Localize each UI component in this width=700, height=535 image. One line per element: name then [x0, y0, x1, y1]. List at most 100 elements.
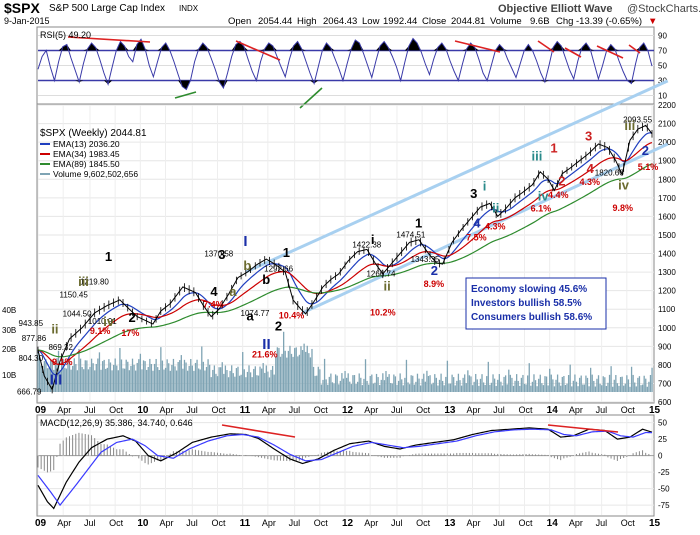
- price-annotation: 1219.80: [80, 278, 109, 287]
- volume-bar: [498, 374, 500, 392]
- x-tick-label: Jul: [596, 518, 608, 528]
- volume-bar: [454, 385, 456, 392]
- volume-bar: [221, 362, 223, 392]
- volume-bar: [560, 385, 562, 392]
- volume-bar: [545, 376, 548, 392]
- volume-bar: [471, 385, 474, 392]
- wave-label: 4: [473, 216, 481, 231]
- wave-label: ii: [51, 321, 58, 336]
- volume-bar: [287, 350, 290, 392]
- volume-bar: [347, 373, 349, 392]
- x-tick-label: Jul: [186, 405, 198, 415]
- volume-bar: [621, 376, 623, 392]
- volume-bar: [127, 361, 129, 392]
- price-tick-label: 2200: [658, 101, 676, 110]
- x-tick-label: Oct: [621, 518, 636, 528]
- volume-bar: [418, 378, 420, 392]
- volume-bar: [467, 370, 469, 392]
- volume-bar: [451, 374, 453, 392]
- volume-bar: [638, 376, 641, 392]
- price-annotations: 943.85877.86804.30666.79869.321150.45121…: [17, 116, 653, 397]
- volume-bar: [556, 374, 559, 392]
- volume-bar: [578, 377, 581, 392]
- volume-bar: [567, 375, 570, 392]
- volume-bar: [226, 370, 228, 392]
- x-tick-label: Apr: [569, 405, 583, 415]
- volume-bar: [180, 355, 182, 392]
- volume-bar: [242, 352, 244, 392]
- volume-bar: [166, 359, 168, 392]
- volume-bar: [238, 375, 241, 392]
- x-tick-label: Oct: [109, 518, 124, 528]
- rsi-series: [37, 36, 653, 109]
- volume-bar: [627, 379, 630, 392]
- volume-bar: [268, 377, 271, 392]
- x-tick-label: 13: [444, 405, 456, 416]
- volume-bar: [390, 383, 392, 392]
- volume-bar: [105, 368, 107, 392]
- volume-bar: [440, 373, 442, 392]
- macd-grid: -75 -50 -25 0 25 50: [37, 416, 670, 515]
- volume-bar: [175, 370, 178, 392]
- percent-label: 21.6%: [252, 349, 278, 359]
- volume-bar: [336, 375, 338, 392]
- volume-bar: [150, 364, 153, 392]
- volume-bar: [586, 377, 589, 392]
- volume-bar: [281, 353, 283, 392]
- volume-bar: [408, 384, 411, 392]
- volume-bar: [468, 375, 471, 392]
- rsi-tick-label: 10: [658, 92, 667, 101]
- volume-bar: [256, 375, 258, 392]
- price-annotation: 1074.77: [241, 309, 270, 318]
- volume-bar: [503, 376, 505, 392]
- volume-bar: [179, 360, 181, 392]
- volume-bar: [303, 343, 305, 392]
- volume-bar: [563, 375, 565, 392]
- volume-bar: [583, 384, 586, 392]
- volume-bar: [574, 374, 576, 392]
- rsi-divergence-line: [174, 91, 197, 99]
- volume-bar: [445, 376, 447, 392]
- volume-bar: [372, 383, 375, 392]
- price-annotation: 2093.55: [623, 116, 652, 125]
- volume-bar: [615, 375, 617, 392]
- volume-bar: [643, 375, 645, 392]
- volume-bar: [298, 354, 301, 392]
- wave-label: iv: [103, 314, 115, 329]
- volume-bar: [623, 385, 625, 392]
- x-tick-label: Jul: [186, 518, 198, 528]
- volume-bars: [37, 331, 653, 392]
- volume-bar: [279, 356, 282, 392]
- macd-tick-label: -25: [658, 468, 670, 477]
- volume-tick-label: 40B: [2, 306, 16, 315]
- volume-bar: [100, 369, 102, 392]
- volume-bar: [478, 385, 480, 392]
- volume-bar: [410, 375, 412, 392]
- sentiment-line: Investors bullish 58.5%: [471, 298, 582, 309]
- volume-bar: [508, 369, 510, 392]
- wave-label: 1: [550, 140, 557, 155]
- x-tick-label: Jul: [391, 518, 403, 528]
- volume-bar: [108, 359, 110, 392]
- wave-label: iv: [618, 177, 630, 192]
- credit-brand: Objective Elliott Wave: [498, 3, 613, 15]
- volume-bar: [520, 377, 523, 392]
- ema13-line: [37, 132, 653, 376]
- price-series: [37, 122, 653, 394]
- wave-label: 1: [105, 249, 112, 264]
- volume-bar: [544, 376, 546, 392]
- volume-bar: [371, 374, 373, 392]
- wave-label: 1: [283, 245, 290, 260]
- volume-bar: [361, 385, 364, 392]
- volume-bar: [415, 381, 417, 392]
- volume-bar: [316, 375, 318, 392]
- volume-bar: [97, 358, 99, 392]
- volume-bar: [155, 358, 157, 392]
- volume-bar: [218, 367, 220, 392]
- volume-bar: [149, 358, 151, 392]
- volume-bar: [353, 375, 356, 392]
- volume-bar: [65, 368, 68, 392]
- wave-label: 2: [642, 143, 649, 158]
